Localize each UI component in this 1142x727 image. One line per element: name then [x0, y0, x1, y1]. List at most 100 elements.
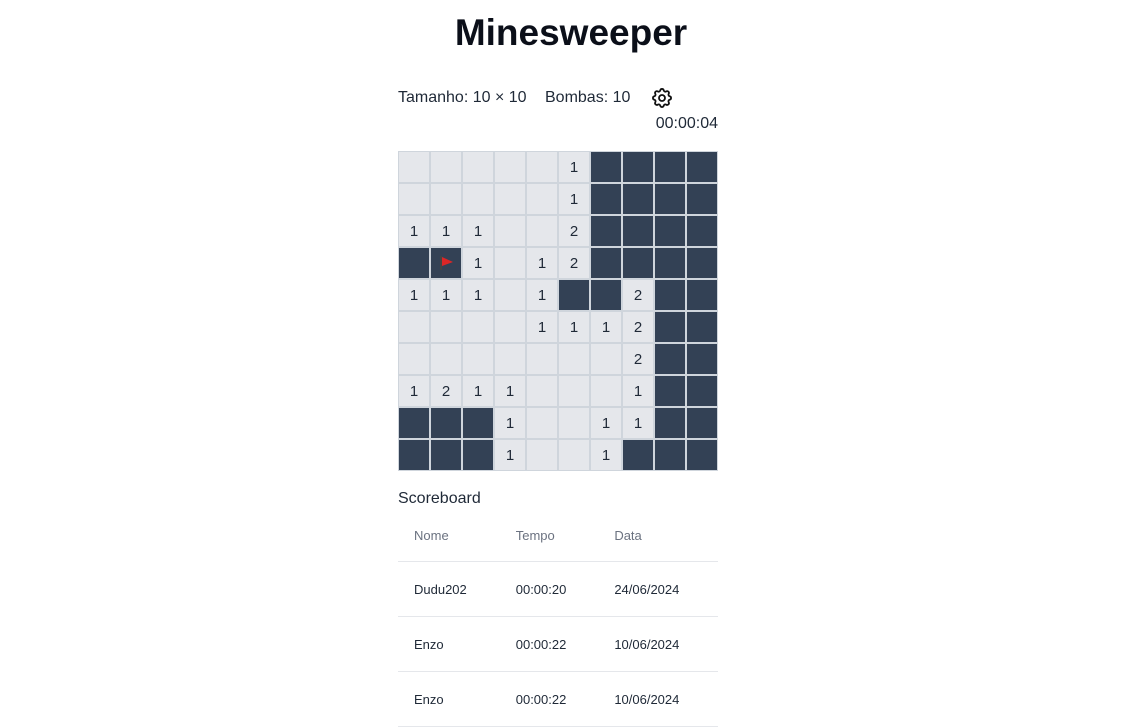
empty-cell[interactable]	[495, 248, 525, 278]
number-cell[interactable]: 2	[623, 312, 653, 342]
hidden-cell[interactable]	[655, 152, 685, 182]
number-cell[interactable]: 1	[527, 280, 557, 310]
hidden-cell[interactable]	[463, 408, 493, 438]
hidden-cell[interactable]	[687, 280, 717, 310]
number-cell[interactable]: 1	[431, 280, 461, 310]
hidden-cell[interactable]	[655, 248, 685, 278]
number-cell[interactable]: 1	[591, 408, 621, 438]
hidden-cell[interactable]	[623, 216, 653, 246]
hidden-cell[interactable]	[655, 312, 685, 342]
hidden-cell[interactable]	[687, 248, 717, 278]
hidden-cell[interactable]	[687, 376, 717, 406]
number-cell[interactable]: 2	[559, 216, 589, 246]
number-cell[interactable]: 1	[527, 248, 557, 278]
hidden-cell[interactable]	[591, 280, 621, 310]
number-cell[interactable]: 1	[527, 312, 557, 342]
number-cell[interactable]: 1	[559, 184, 589, 214]
number-cell[interactable]: 1	[495, 376, 525, 406]
hidden-cell[interactable]	[655, 280, 685, 310]
number-cell[interactable]: 1	[463, 216, 493, 246]
hidden-cell[interactable]	[431, 440, 461, 470]
number-cell[interactable]: 1	[623, 376, 653, 406]
number-cell[interactable]: 1	[495, 408, 525, 438]
number-cell[interactable]: 2	[623, 344, 653, 374]
number-cell[interactable]: 2	[623, 280, 653, 310]
empty-cell[interactable]	[399, 184, 429, 214]
empty-cell[interactable]	[463, 184, 493, 214]
hidden-cell[interactable]	[623, 184, 653, 214]
number-cell[interactable]: 2	[559, 248, 589, 278]
empty-cell[interactable]	[399, 344, 429, 374]
hidden-cell[interactable]	[655, 184, 685, 214]
hidden-cell[interactable]	[591, 152, 621, 182]
empty-cell[interactable]	[399, 152, 429, 182]
number-cell[interactable]: 1	[463, 376, 493, 406]
empty-cell[interactable]	[495, 280, 525, 310]
number-cell[interactable]: 2	[431, 376, 461, 406]
empty-cell[interactable]	[527, 152, 557, 182]
hidden-cell[interactable]	[687, 216, 717, 246]
number-cell[interactable]: 1	[463, 248, 493, 278]
hidden-cell[interactable]	[655, 408, 685, 438]
number-cell[interactable]: 1	[559, 312, 589, 342]
number-cell[interactable]: 1	[495, 440, 525, 470]
empty-cell[interactable]	[495, 216, 525, 246]
empty-cell[interactable]	[527, 216, 557, 246]
number-cell[interactable]: 1	[399, 376, 429, 406]
empty-cell[interactable]	[527, 376, 557, 406]
empty-cell[interactable]	[495, 344, 525, 374]
hidden-cell[interactable]	[687, 184, 717, 214]
empty-cell[interactable]	[527, 344, 557, 374]
number-cell[interactable]: 1	[431, 216, 461, 246]
hidden-cell[interactable]	[463, 440, 493, 470]
hidden-cell[interactable]	[655, 376, 685, 406]
number-cell[interactable]: 1	[399, 280, 429, 310]
empty-cell[interactable]	[495, 184, 525, 214]
empty-cell[interactable]	[591, 376, 621, 406]
empty-cell[interactable]	[399, 312, 429, 342]
hidden-cell[interactable]	[399, 248, 429, 278]
hidden-cell[interactable]	[655, 344, 685, 374]
empty-cell[interactable]	[463, 344, 493, 374]
number-cell[interactable]: 1	[623, 408, 653, 438]
gear-icon[interactable]	[650, 86, 674, 110]
empty-cell[interactable]	[559, 344, 589, 374]
hidden-cell[interactable]	[687, 344, 717, 374]
number-cell[interactable]: 1	[399, 216, 429, 246]
empty-cell[interactable]	[559, 408, 589, 438]
hidden-cell[interactable]	[687, 312, 717, 342]
flagged-cell[interactable]	[431, 248, 461, 278]
empty-cell[interactable]	[431, 312, 461, 342]
empty-cell[interactable]	[431, 344, 461, 374]
hidden-cell[interactable]	[591, 248, 621, 278]
hidden-cell[interactable]	[591, 184, 621, 214]
empty-cell[interactable]	[527, 184, 557, 214]
empty-cell[interactable]	[431, 152, 461, 182]
hidden-cell[interactable]	[431, 408, 461, 438]
hidden-cell[interactable]	[559, 280, 589, 310]
empty-cell[interactable]	[527, 440, 557, 470]
empty-cell[interactable]	[495, 312, 525, 342]
hidden-cell[interactable]	[655, 216, 685, 246]
empty-cell[interactable]	[559, 376, 589, 406]
empty-cell[interactable]	[463, 312, 493, 342]
number-cell[interactable]: 1	[559, 152, 589, 182]
number-cell[interactable]: 1	[463, 280, 493, 310]
empty-cell[interactable]	[431, 184, 461, 214]
number-cell[interactable]: 1	[591, 312, 621, 342]
number-cell[interactable]: 1	[591, 440, 621, 470]
hidden-cell[interactable]	[687, 152, 717, 182]
hidden-cell[interactable]	[623, 248, 653, 278]
hidden-cell[interactable]	[687, 440, 717, 470]
empty-cell[interactable]	[559, 440, 589, 470]
hidden-cell[interactable]	[399, 408, 429, 438]
empty-cell[interactable]	[527, 408, 557, 438]
empty-cell[interactable]	[495, 152, 525, 182]
hidden-cell[interactable]	[623, 440, 653, 470]
hidden-cell[interactable]	[591, 216, 621, 246]
hidden-cell[interactable]	[655, 440, 685, 470]
hidden-cell[interactable]	[399, 440, 429, 470]
empty-cell[interactable]	[591, 344, 621, 374]
hidden-cell[interactable]	[623, 152, 653, 182]
hidden-cell[interactable]	[687, 408, 717, 438]
